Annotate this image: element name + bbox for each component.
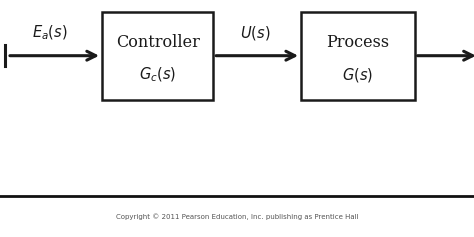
Text: Controller: Controller (116, 34, 200, 51)
Text: Process: Process (326, 34, 390, 51)
Text: $G(s)$: $G(s)$ (342, 66, 374, 84)
Text: $G_c(s)$: $G_c(s)$ (139, 66, 176, 84)
Bar (301, 12, 415, 100)
Text: $E_a(s)$: $E_a(s)$ (32, 24, 68, 42)
Text: $U(s)$: $U(s)$ (240, 24, 270, 42)
Bar (102, 12, 213, 100)
Text: Copyright © 2011 Pearson Education, Inc. publishing as Prentice Hall: Copyright © 2011 Pearson Education, Inc.… (116, 214, 358, 220)
